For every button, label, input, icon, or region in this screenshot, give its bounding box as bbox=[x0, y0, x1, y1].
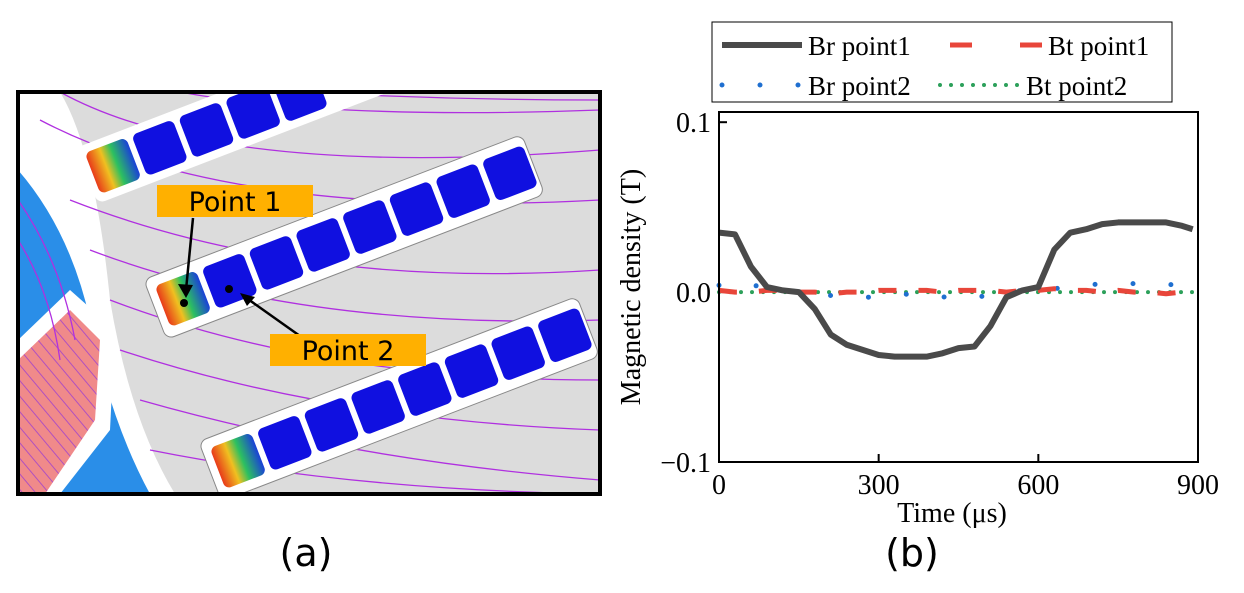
panel-caption: (b) bbox=[885, 531, 939, 575]
x-axis-label: Time (μs) bbox=[897, 498, 1007, 529]
legend-label: Bt point1 bbox=[1048, 31, 1149, 61]
series-line bbox=[718, 219, 1194, 360]
plot-frame bbox=[718, 111, 1199, 463]
y-axis-label: Magnetic density (T) bbox=[616, 169, 647, 405]
point-label: Point 2 bbox=[302, 336, 395, 367]
x-tick-label: 0 bbox=[712, 470, 726, 501]
legend-label: Bt point2 bbox=[1026, 71, 1127, 101]
image-frame bbox=[16, 90, 602, 496]
legend-label: Br point1 bbox=[808, 31, 911, 61]
y-tick-label: 0.0 bbox=[676, 278, 711, 309]
x-tick-label: 600 bbox=[1017, 470, 1059, 501]
legend-box bbox=[711, 21, 1173, 103]
y-tick-label: −0.1 bbox=[660, 448, 711, 479]
x-tick-label: 900 bbox=[1177, 470, 1219, 501]
legend-label: Br point2 bbox=[808, 71, 911, 101]
y-tick-label: 0.1 bbox=[676, 108, 711, 139]
point-label: Point 1 bbox=[189, 187, 282, 218]
panel-caption: (a) bbox=[280, 531, 333, 575]
field-image bbox=[18, 92, 600, 494]
x-tick-label: 300 bbox=[858, 470, 900, 501]
